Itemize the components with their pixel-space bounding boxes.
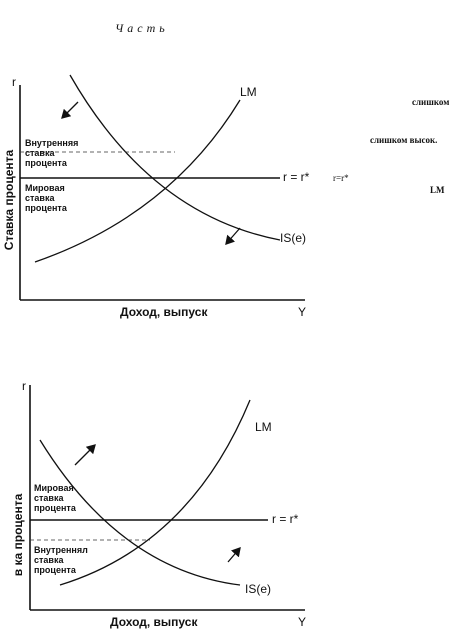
lm-curve [59,399,251,586]
lm-curve [34,99,241,263]
rate-label-line: ставка [34,493,64,503]
axis-symbol: r [12,75,16,89]
side-text: слишком высок. [370,135,437,145]
line-label: r = r* [283,170,310,184]
side-text: слишком [412,97,449,107]
rate-label-line: процента [34,503,77,513]
axis-symbol: r [22,379,26,393]
side-text: r=r* [333,173,349,183]
is-curve [39,439,241,586]
rate-label-line: процента [25,158,68,168]
arrow [227,547,241,563]
arrow [225,227,241,245]
rate-label-line: ставка [34,555,64,565]
curve-label: IS(e) [245,582,271,596]
axis-label: в ка процента [11,493,25,576]
curve-label: LM [240,85,257,99]
axis-label: Ставка процента [2,149,16,250]
rate-label-line: Мировая [25,183,65,193]
page-header: Часть [115,21,169,35]
rate-label-line: Внутреннял [34,545,88,555]
curve-label: LM [255,420,272,434]
rate-label-line: Внутренняя [25,138,78,148]
axis-label: Доход, выпуск [110,615,198,629]
rate-label-line: процента [34,565,77,575]
arrow [61,101,79,119]
axis-symbol: Y [298,305,306,319]
diagram-bottom: r в ка процента Доход, выпуск Y LM IS(e)… [11,379,306,629]
rate-label-line: процента [25,203,68,213]
is-curve [69,74,281,241]
rate-label-line: Мировая [34,483,74,493]
curve-label: IS(e) [280,231,306,245]
side-text: LM [430,185,445,195]
diagram-top: r Ставка процента Доход, выпуск Y LM IS(… [2,74,310,319]
line-label: r = r* [272,512,299,526]
rate-label-line: ставка [25,148,55,158]
rate-label-line: ставка [25,193,55,203]
axis-label: Доход, выпуск [120,305,208,319]
axis-symbol: Y [298,615,306,629]
arrow [74,444,96,466]
